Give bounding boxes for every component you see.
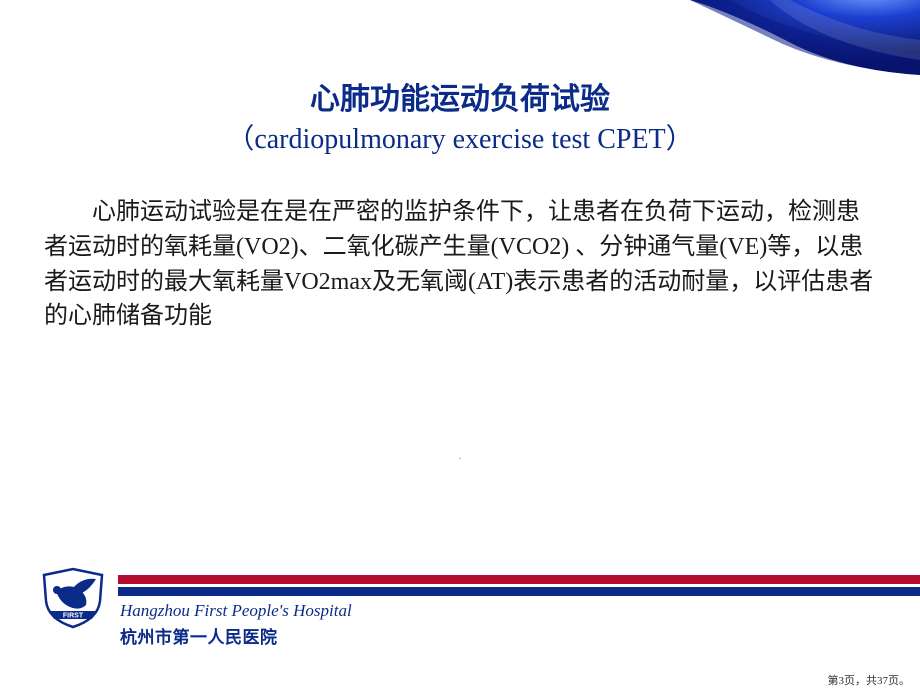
slide-title: 心肺功能运动负荷试验 （cardiopulmonary exercise tes… — [60, 80, 860, 158]
slide-body: 心肺运动试验是在是在严密的监护条件下，让患者在负荷下运动，检测患者运动时的氧耗量… — [44, 195, 876, 334]
hospital-name-cn: 杭州市第一人民医院 — [120, 623, 352, 648]
footer-stripes — [115, 575, 920, 596]
hospital-name: Hangzhou First People's Hospital 杭州市第一人民… — [120, 601, 352, 648]
page-number: 第3页，共37页。 — [828, 672, 911, 688]
title-english: （cardiopulmonary exercise test CPET） — [60, 121, 860, 159]
title-chinese: 心肺功能运动负荷试验 — [60, 80, 860, 121]
hospital-logo: FIRST — [38, 567, 118, 629]
hospital-name-en: Hangzhou First People's Hospital — [120, 601, 352, 621]
slide-footer: FIRST Hangzhou First People's Hospital 杭… — [0, 575, 920, 660]
center-marker: · — [458, 454, 461, 465]
logo-label: FIRST — [63, 613, 84, 620]
corner-decoration — [690, 0, 920, 75]
